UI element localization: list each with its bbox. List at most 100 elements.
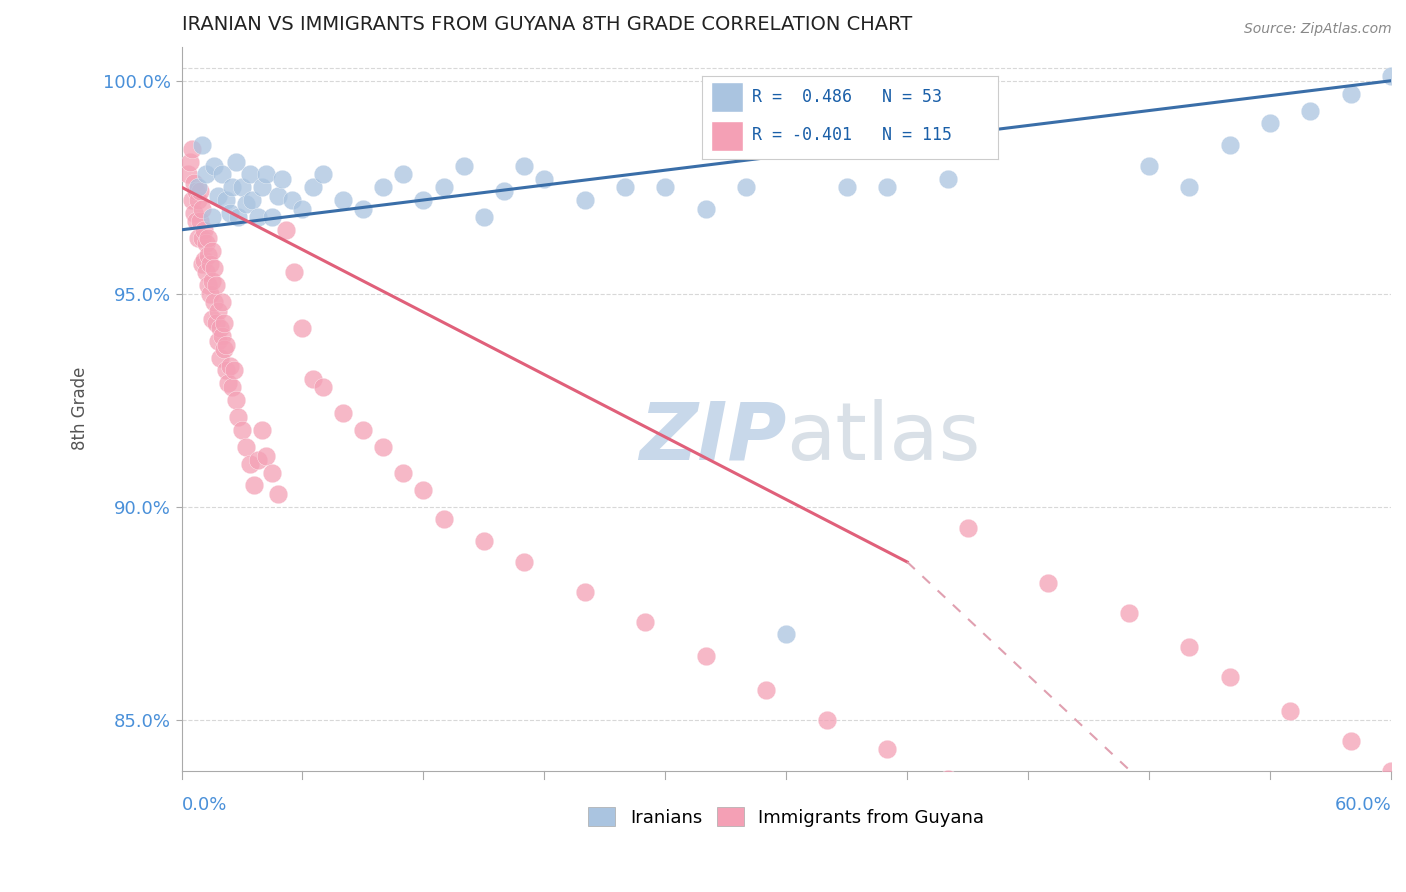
- Point: [254, 168, 277, 182]
- Point: [1299, 103, 1322, 118]
- Point: [221, 180, 243, 194]
- Point: [695, 202, 717, 216]
- Point: [202, 261, 225, 276]
- Point: [180, 142, 202, 156]
- Text: 60.0%: 60.0%: [1334, 796, 1391, 814]
- Point: [180, 193, 202, 207]
- Point: [472, 210, 495, 224]
- Point: [574, 193, 596, 207]
- Point: [222, 363, 245, 377]
- Point: [775, 627, 797, 641]
- Point: [198, 286, 221, 301]
- Point: [187, 193, 209, 207]
- Point: [247, 210, 270, 224]
- Point: [179, 154, 201, 169]
- Point: [1178, 180, 1201, 194]
- Point: [208, 320, 231, 334]
- Point: [219, 206, 242, 220]
- Point: [188, 214, 211, 228]
- Point: [956, 521, 979, 535]
- Point: [235, 440, 257, 454]
- Point: [215, 363, 238, 377]
- Point: [221, 380, 243, 394]
- Point: [194, 168, 217, 182]
- Point: [332, 193, 354, 207]
- Point: [283, 265, 305, 279]
- Point: [262, 210, 284, 224]
- Point: [190, 231, 212, 245]
- Point: [197, 278, 219, 293]
- Point: [250, 423, 273, 437]
- Point: [267, 188, 290, 202]
- Point: [226, 210, 249, 224]
- Point: [176, 168, 198, 182]
- Point: [226, 410, 249, 425]
- Point: [190, 257, 212, 271]
- Legend: Iranians, Immigrants from Guyana: Iranians, Immigrants from Guyana: [588, 807, 984, 827]
- Point: [215, 338, 238, 352]
- Point: [291, 320, 314, 334]
- Point: [193, 252, 215, 267]
- Point: [1279, 704, 1302, 718]
- Point: [183, 206, 205, 220]
- Point: [1340, 87, 1362, 101]
- Point: [198, 257, 221, 271]
- Point: [204, 317, 226, 331]
- Point: [412, 193, 434, 207]
- Point: [190, 202, 212, 216]
- Point: [1379, 764, 1402, 778]
- Point: [208, 351, 231, 365]
- Text: IRANIAN VS IMMIGRANTS FROM GUYANA 8TH GRADE CORRELATION CHART: IRANIAN VS IMMIGRANTS FROM GUYANA 8TH GR…: [181, 15, 912, 34]
- Point: [1340, 734, 1362, 748]
- Point: [311, 168, 333, 182]
- Point: [219, 359, 242, 373]
- Point: [239, 168, 262, 182]
- Point: [1038, 576, 1060, 591]
- Point: [202, 295, 225, 310]
- Point: [225, 154, 247, 169]
- Point: [197, 248, 219, 262]
- Point: [433, 512, 456, 526]
- Point: [201, 312, 224, 326]
- Point: [433, 180, 456, 194]
- Point: [184, 185, 207, 199]
- Point: [215, 193, 238, 207]
- Point: [267, 487, 290, 501]
- Point: [634, 615, 657, 629]
- Point: [311, 380, 333, 394]
- Point: [1219, 670, 1241, 684]
- Point: [755, 682, 778, 697]
- Point: [243, 478, 266, 492]
- Point: [231, 423, 253, 437]
- Point: [211, 168, 233, 182]
- Point: [371, 440, 394, 454]
- Point: [217, 376, 239, 391]
- Point: [184, 214, 207, 228]
- Point: [207, 188, 229, 202]
- Point: [187, 180, 209, 194]
- Point: [1178, 640, 1201, 655]
- Point: [835, 180, 858, 194]
- Point: [262, 466, 284, 480]
- Point: [371, 180, 394, 194]
- Point: [190, 137, 212, 152]
- Point: [513, 555, 536, 569]
- Point: [574, 584, 596, 599]
- Point: [1379, 70, 1402, 84]
- Point: [1219, 137, 1241, 152]
- Point: [197, 231, 219, 245]
- Point: [240, 193, 263, 207]
- Point: [207, 303, 229, 318]
- Point: [815, 713, 838, 727]
- Point: [239, 457, 262, 471]
- Point: [202, 159, 225, 173]
- Point: [936, 772, 959, 787]
- Point: [695, 648, 717, 663]
- Point: [212, 317, 235, 331]
- Point: [212, 342, 235, 356]
- Point: [301, 372, 323, 386]
- Point: [201, 274, 224, 288]
- Point: [276, 223, 298, 237]
- Point: [301, 180, 323, 194]
- Point: [876, 180, 898, 194]
